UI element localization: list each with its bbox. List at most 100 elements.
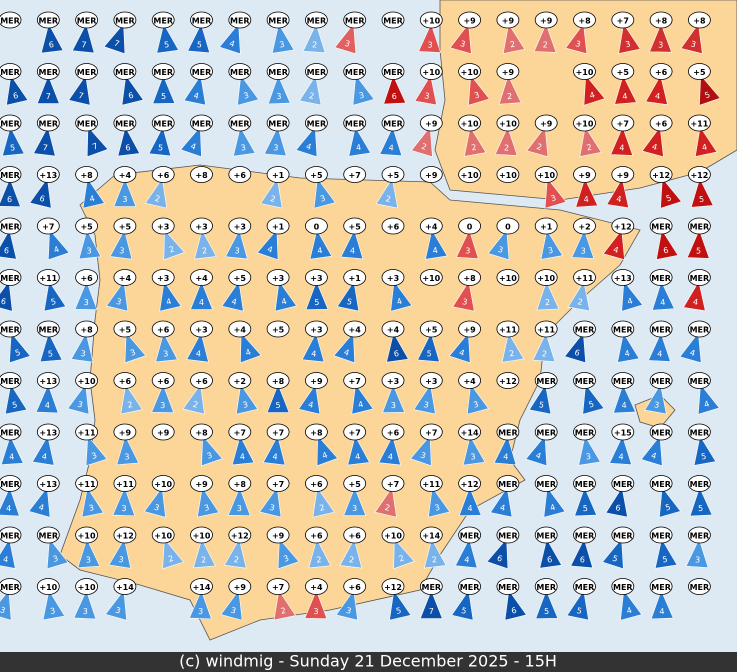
wind-speed: 3 bbox=[273, 143, 279, 152]
wind-speed: 5 bbox=[10, 143, 16, 152]
wind-arrow: 4 bbox=[641, 126, 664, 158]
station-oval bbox=[458, 114, 482, 132]
station-label: +9 bbox=[502, 68, 515, 77]
wind-speed: 3 bbox=[121, 504, 126, 513]
station-oval bbox=[534, 423, 558, 441]
station-oval bbox=[190, 166, 213, 183]
wind-arrow: 4 bbox=[606, 177, 630, 209]
station-label: +7 bbox=[272, 429, 284, 438]
wind-triangle bbox=[143, 486, 166, 518]
station-label: +2 bbox=[234, 377, 246, 386]
station-label: MER bbox=[230, 68, 250, 77]
station-label: +6 bbox=[387, 223, 400, 232]
station-label: +3 bbox=[310, 326, 322, 335]
station-label: +7 bbox=[617, 120, 629, 129]
station: 2 +6 bbox=[113, 372, 143, 415]
wind-arrow: 4 bbox=[309, 229, 333, 260]
station-label: +9 bbox=[463, 326, 476, 335]
wind-speed: 4 bbox=[189, 142, 197, 152]
station-oval bbox=[0, 578, 22, 595]
station-oval bbox=[228, 423, 252, 441]
wind-speed: 4 bbox=[193, 91, 200, 101]
station: 4 +8 bbox=[304, 423, 339, 467]
wind-speed: 4 bbox=[311, 349, 317, 358]
wind-speed: 4 bbox=[317, 246, 323, 256]
station-label: MER bbox=[613, 583, 633, 592]
station-oval bbox=[113, 269, 137, 286]
wind-speed: 4 bbox=[499, 503, 506, 513]
station-label: MER bbox=[345, 120, 365, 129]
station-oval bbox=[113, 526, 137, 544]
wind-arrow: 3 bbox=[382, 383, 406, 413]
wind-triangle bbox=[454, 538, 478, 569]
station-oval bbox=[151, 423, 175, 441]
wind-triangle bbox=[151, 383, 175, 413]
wind-arrow: 4 bbox=[316, 434, 339, 467]
station: 5 MER bbox=[686, 217, 711, 259]
station: +9 bbox=[151, 423, 175, 441]
wind-triangle bbox=[463, 126, 487, 157]
station: 2 +10 bbox=[190, 526, 216, 569]
wind-arrow: 6 bbox=[0, 229, 17, 260]
station-label: +3 bbox=[310, 274, 322, 283]
wind-arrow: 6 bbox=[539, 538, 563, 569]
wind-speed: 4 bbox=[89, 194, 96, 204]
wind-arrow: 2 bbox=[393, 537, 415, 570]
wind-speed: 3 bbox=[574, 39, 581, 49]
wind-triangle bbox=[108, 538, 132, 569]
station-label: +3 bbox=[234, 223, 246, 232]
station-oval bbox=[343, 217, 367, 235]
station-oval bbox=[151, 114, 175, 132]
station-label: +13 bbox=[39, 429, 57, 438]
wind-arrow: 4 bbox=[425, 229, 448, 260]
wind-triangle bbox=[533, 23, 557, 53]
station-label: +5 bbox=[617, 68, 630, 77]
wind-arrow: 4 bbox=[620, 589, 643, 621]
wind-triangle bbox=[235, 383, 259, 415]
station: 3 +10 bbox=[75, 526, 101, 569]
wind-speed: 5 bbox=[50, 297, 57, 307]
wind-arrow: 4 bbox=[378, 435, 402, 466]
wind-triangle bbox=[659, 486, 682, 518]
station-label: +6 bbox=[387, 429, 400, 438]
station: 3 MER bbox=[228, 114, 256, 157]
station: 4 MER bbox=[379, 114, 405, 157]
station-oval bbox=[0, 372, 22, 389]
station-oval bbox=[419, 578, 443, 595]
wind-speed: 6 bbox=[39, 194, 46, 204]
station: 3 +3 bbox=[225, 217, 252, 260]
wind-arrow: 5 bbox=[148, 126, 172, 157]
wind-arrow: 3 bbox=[468, 74, 490, 106]
footer-bar bbox=[0, 652, 737, 672]
station-oval bbox=[36, 423, 60, 441]
wind-arrow: 2 bbox=[308, 538, 332, 569]
station-oval bbox=[573, 114, 596, 132]
station-label: MER bbox=[153, 17, 173, 26]
wind-speed: 7 bbox=[91, 141, 99, 151]
station: 4 MER bbox=[611, 578, 643, 621]
station-oval bbox=[496, 372, 520, 389]
wind-triangle bbox=[194, 229, 217, 260]
wind-speed: 2 bbox=[507, 92, 513, 101]
station-label: MER bbox=[307, 17, 327, 26]
station-label: MER bbox=[536, 480, 556, 489]
wind-arrow: 3 bbox=[227, 486, 251, 516]
wind-triangle bbox=[186, 332, 209, 363]
wind-arrow: 3 bbox=[112, 486, 136, 517]
station-oval bbox=[228, 166, 252, 183]
station-label: +12 bbox=[461, 480, 479, 489]
station-label: +8 bbox=[693, 17, 706, 26]
wind-triangle bbox=[389, 589, 412, 621]
wind-speed: 7 bbox=[42, 143, 48, 153]
station: 2 +10 bbox=[458, 114, 487, 157]
station: 5 MER bbox=[573, 475, 598, 517]
station: 2 +6 bbox=[182, 372, 213, 415]
wind-speed: 4 bbox=[305, 142, 313, 152]
station-label: MER bbox=[153, 120, 173, 129]
wind-speed: 5 bbox=[664, 503, 671, 513]
wind-speed: 3 bbox=[423, 400, 430, 410]
wind-triangle bbox=[188, 589, 212, 620]
station-oval bbox=[304, 526, 328, 544]
station-label: +7 bbox=[349, 377, 361, 386]
